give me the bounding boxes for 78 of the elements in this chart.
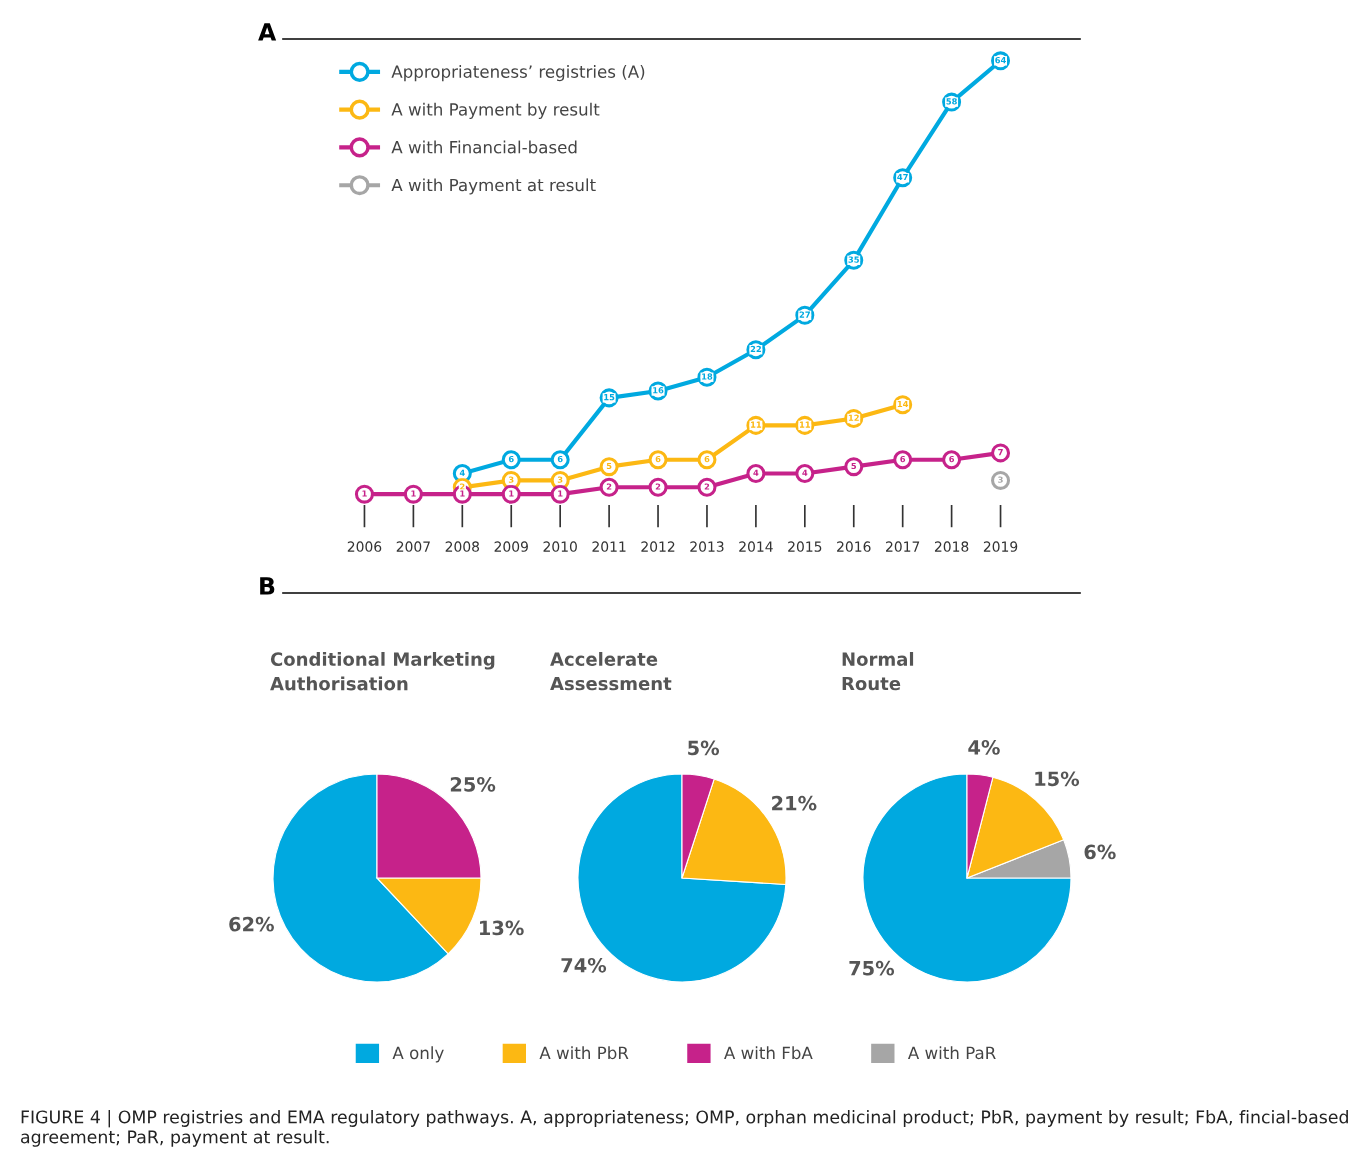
data-label: 27 xyxy=(799,311,810,318)
data-label: 12 xyxy=(848,414,859,421)
x-tick-label: 2019 xyxy=(983,541,1018,552)
data-label: 3 xyxy=(998,476,1003,483)
data-label: 2 xyxy=(606,483,612,490)
data-label: 3 xyxy=(508,476,514,483)
data-label: 1 xyxy=(411,490,416,497)
data-label: 22 xyxy=(750,345,761,353)
x-tick-label: 2010 xyxy=(543,541,577,552)
data-label: 47 xyxy=(897,173,908,181)
point xyxy=(550,484,570,504)
data-label: 64 xyxy=(995,56,1006,64)
legend-label: A with PaR xyxy=(907,1046,996,1060)
legend-label: Appropriateness’ registries (A) xyxy=(391,65,645,82)
data-label: 75% xyxy=(849,960,895,976)
data-label: 6 xyxy=(508,455,514,463)
data-label: 2 xyxy=(655,483,661,490)
x-tick-label: 2012 xyxy=(641,541,675,552)
data-label: 74% xyxy=(561,957,607,973)
data-label: 4 xyxy=(459,469,465,476)
x-tick-label: 2016 xyxy=(837,541,871,552)
data-label: 16 xyxy=(653,387,664,394)
point xyxy=(354,484,374,504)
legend-label: A with PbR xyxy=(539,1046,629,1060)
data-label: 13% xyxy=(480,920,524,936)
data-label: 4% xyxy=(968,739,1000,755)
data-label: 2 xyxy=(460,483,465,490)
data-label: 6 xyxy=(704,455,710,463)
data-label: 2 xyxy=(704,483,710,490)
data-label: 5% xyxy=(688,740,720,756)
data-label: 6 xyxy=(557,455,563,463)
data-label: 5 xyxy=(606,462,612,470)
x-tick-label: 2013 xyxy=(690,541,724,552)
data-label: 1 xyxy=(362,490,367,497)
legend-label: A with Payment by result xyxy=(391,102,600,119)
data-label: 7 xyxy=(998,449,1003,456)
legend-label: A with Financial-based xyxy=(391,140,577,154)
data-label: 1 xyxy=(460,490,465,497)
data-label: 6% xyxy=(1084,844,1116,860)
legend-label: A only xyxy=(392,1046,444,1063)
x-tick-label: 2007 xyxy=(396,541,430,552)
data-label: 5 xyxy=(851,462,857,470)
x-tick-label: 2017 xyxy=(886,541,920,552)
data-label: 15 xyxy=(604,394,615,401)
data-label: 62% xyxy=(229,916,274,932)
data-label: 15% xyxy=(1035,771,1080,787)
data-label: 21% xyxy=(772,795,817,811)
chart-title: A xyxy=(258,23,277,41)
data-label: 6 xyxy=(655,455,661,463)
text: B xyxy=(260,577,275,595)
data-label: 4 xyxy=(753,469,759,476)
data-label: 11 xyxy=(751,421,762,428)
x-tick-label: 2014 xyxy=(739,541,773,552)
x-tick-label: 2009 xyxy=(494,541,528,552)
point xyxy=(501,484,521,504)
x-tick-label: 2006 xyxy=(347,541,382,552)
data-label: 1 xyxy=(558,490,563,497)
data-label: 6 xyxy=(900,455,906,463)
x-tick-label: 2018 xyxy=(934,541,969,552)
legend-label: A with FbA xyxy=(724,1046,813,1060)
chart-title: Accelerate Assessment xyxy=(550,652,672,691)
x-tick-label: 2008 xyxy=(445,541,480,552)
data-label: 18 xyxy=(702,373,713,380)
data-label: 11 xyxy=(799,421,811,428)
x-tick-label: 2011 xyxy=(592,541,626,552)
legend-label: A with Payment at result xyxy=(391,178,596,195)
data-label: 1 xyxy=(509,490,514,497)
chart-title: Conditional Marketing Authorisation xyxy=(270,652,495,691)
data-label: 35 xyxy=(848,256,859,263)
data-label: 58 xyxy=(946,98,957,105)
x-tick-label: 2015 xyxy=(788,541,822,552)
data-label: 4 xyxy=(802,469,808,476)
data-label: 25% xyxy=(450,777,496,792)
data-label: 6 xyxy=(949,455,955,463)
caption: FIGURE 4 | OMP registries and EMA regulatory pathways. A, appropriateness; OMP, orphan medicinal product; PbR, payment by result; FbA, fincial-based agreement; PaR, payment at result. xyxy=(21,1110,1348,1147)
chart-title: Normal Route xyxy=(842,652,914,691)
data-label: 14 xyxy=(897,400,909,408)
data-label: 3 xyxy=(557,476,563,483)
